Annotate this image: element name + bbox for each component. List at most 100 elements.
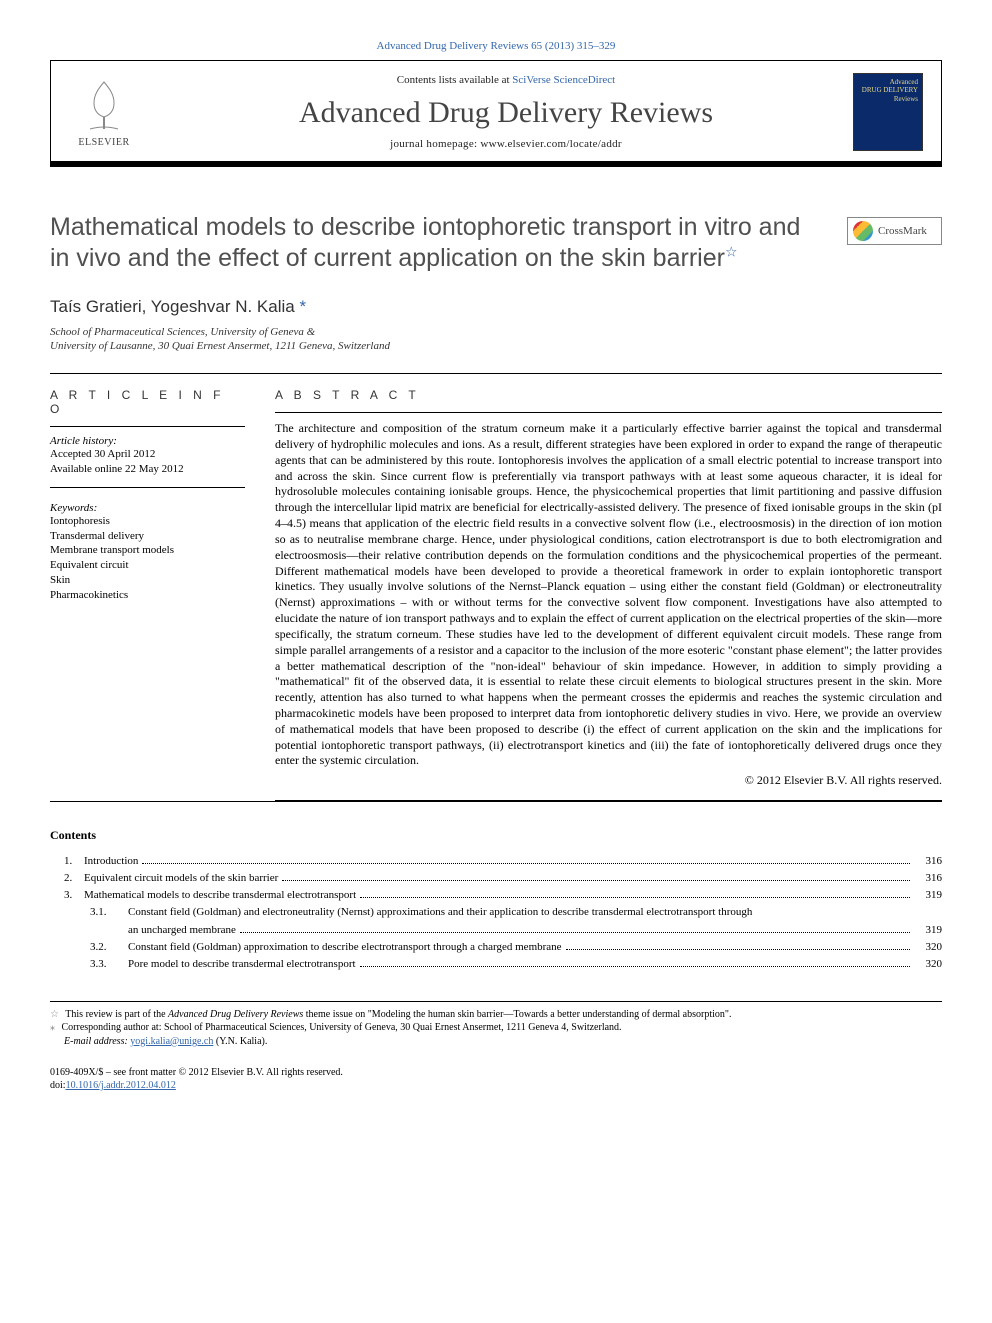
- toc-title: Constant field (Goldman) approximation t…: [128, 939, 562, 956]
- abstract-head: A B S T R A C T: [275, 388, 942, 402]
- fn-text-prefix: This review is part of the: [65, 1009, 168, 1020]
- keyword: Pharmacokinetics: [50, 588, 245, 603]
- info-divider-2: [50, 487, 245, 488]
- keyword: Equivalent circuit: [50, 558, 245, 573]
- fn-text-suffix: theme issue on "Modeling the human skin …: [303, 1009, 731, 1020]
- article-info-column: A R T I C L E I N F O Article history: A…: [50, 374, 275, 801]
- toc-subitem[interactable]: 3.1. Constant field (Goldman) and electr…: [50, 904, 942, 921]
- toc-title: Equivalent circuit models of the skin ba…: [84, 870, 278, 887]
- title-block: Mathematical models to describe iontopho…: [50, 212, 942, 275]
- title-line-2: in vivo and the effect of current applic…: [50, 244, 725, 272]
- journal-homepage: journal homepage: www.elsevier.com/locat…: [159, 138, 853, 150]
- toc-subnumber: 3.3.: [86, 956, 128, 973]
- elsevier-logo: ELSEVIER: [69, 73, 139, 151]
- author-names: Taís Gratieri, Yogeshvar N. Kalia: [50, 297, 299, 316]
- crossmark-badge[interactable]: CrossMark: [847, 217, 942, 245]
- toc-title: Introduction: [84, 853, 138, 870]
- page: Advanced Drug Delivery Reviews 65 (2013)…: [0, 0, 992, 1122]
- title-footnote-star-icon[interactable]: ☆: [725, 244, 738, 260]
- toc-title: Pore model to describe transdermal elect…: [128, 956, 356, 973]
- homepage-label: journal homepage:: [390, 138, 480, 150]
- history-label: Article history:: [50, 435, 245, 447]
- toc-item[interactable]: 2. Equivalent circuit models of the skin…: [50, 870, 942, 887]
- doi-line: doi:10.1016/j.addr.2012.04.012: [50, 1079, 942, 1092]
- abstract-copyright: © 2012 Elsevier B.V. All rights reserved…: [275, 773, 942, 788]
- toc-leader-dots: [360, 966, 910, 967]
- toc-page: 319: [914, 922, 942, 939]
- toc-item[interactable]: 3. Mathematical models to describe trans…: [50, 887, 942, 904]
- sciverse-link[interactable]: SciVerse ScienceDirect: [512, 74, 615, 86]
- footnote-corresponding: ⁎ Corresponding author at: School of Pha…: [50, 1021, 942, 1035]
- article-title: Mathematical models to describe iontopho…: [50, 212, 827, 275]
- toc-leader-dots: [240, 932, 910, 933]
- corresponding-asterisk[interactable]: *: [299, 297, 306, 316]
- accepted-date: Accepted 30 April 2012: [50, 447, 245, 462]
- toc-page: 316: [914, 870, 942, 887]
- keyword: Membrane transport models: [50, 543, 245, 558]
- toc-number: 3.: [50, 887, 84, 904]
- fn-text-italic: Advanced Drug Delivery Reviews: [168, 1009, 303, 1020]
- title-line-1: Mathematical models to describe iontopho…: [50, 213, 800, 241]
- toc-page: 320: [914, 956, 942, 973]
- footnote-asterisk-icon: ⁎: [50, 1022, 55, 1033]
- toc-subitem[interactable]: 3.2. Constant field (Goldman) approximat…: [50, 939, 942, 956]
- abstract-column: A B S T R A C T The architecture and com…: [275, 374, 942, 801]
- toc-subitem-cont: an uncharged membrane 319: [50, 922, 942, 939]
- toc-page: 316: [914, 853, 942, 870]
- toc-leader-dots: [282, 880, 910, 881]
- header-center: Contents lists available at SciVerse Sci…: [159, 74, 853, 150]
- bottom-block: 0169-409X/$ – see front matter © 2012 El…: [50, 1066, 942, 1092]
- issn-copyright: 0169-409X/$ – see front matter © 2012 El…: [50, 1066, 942, 1079]
- abstract-body: The architecture and composition of the …: [275, 421, 942, 769]
- toc-subnumber: 3.1.: [86, 904, 128, 921]
- authors: Taís Gratieri, Yogeshvar N. Kalia *: [50, 297, 942, 317]
- toc-page: 319: [914, 887, 942, 904]
- footnote-email: E-mail address: yogi.kalia@unige.ch (Y.N…: [50, 1035, 942, 1049]
- cover-text-3: Reviews: [858, 95, 918, 103]
- toc-title: Mathematical models to describe transder…: [84, 887, 356, 904]
- footnote-theme: ☆ This review is part of the Advanced Dr…: [50, 1008, 942, 1022]
- footnotes: ☆ This review is part of the Advanced Dr…: [50, 1001, 942, 1049]
- email-suffix: (Y.N. Kalia).: [216, 1036, 267, 1047]
- toc-leader-dots: [142, 863, 910, 864]
- contents-lists-line: Contents lists available at SciVerse Sci…: [159, 74, 853, 86]
- divider: [50, 801, 942, 802]
- cover-text-2: DRUG DELIVERY: [858, 86, 918, 94]
- crossmark-icon: [853, 221, 873, 241]
- keywords-label: Keywords:: [50, 502, 245, 514]
- doi-link[interactable]: 10.1016/j.addr.2012.04.012: [66, 1080, 176, 1091]
- affiliation: School of Pharmaceutical Sciences, Unive…: [50, 325, 942, 354]
- homepage-url[interactable]: www.elsevier.com/locate/addr: [480, 138, 621, 150]
- online-date: Available online 22 May 2012: [50, 462, 245, 477]
- footnote-star-icon: ☆: [50, 1009, 59, 1020]
- crossmark-label: CrossMark: [878, 225, 927, 237]
- info-divider-1: [50, 426, 245, 427]
- contents-prefix: Contents lists available at: [397, 74, 512, 86]
- table-of-contents: 1. Introduction 316 2. Equivalent circui…: [50, 853, 942, 972]
- journal-header: ELSEVIER Contents lists available at Sci…: [50, 60, 942, 162]
- article-info-head: A R T I C L E I N F O: [50, 388, 245, 416]
- elsevier-tree-icon: [80, 77, 128, 135]
- toc-subitem[interactable]: 3.3. Pore model to describe transdermal …: [50, 956, 942, 973]
- affiliation-line-2: University of Lausanne, 30 Quai Ernest A…: [50, 340, 390, 352]
- header-black-bar: [50, 162, 942, 167]
- cover-text-1: Advanced: [858, 78, 918, 86]
- toc-leader-dots: [566, 949, 910, 950]
- corresponding-text: Corresponding author at: School of Pharm…: [62, 1022, 622, 1033]
- contents-heading: Contents: [50, 828, 942, 843]
- toc-subnumber: 3.2.: [86, 939, 128, 956]
- toc-item[interactable]: 1. Introduction 316: [50, 853, 942, 870]
- abstract-bottom-divider: [275, 800, 942, 801]
- toc-number: 1.: [50, 853, 84, 870]
- toc-number: 2.: [50, 870, 84, 887]
- journal-cover-thumb: Advanced DRUG DELIVERY Reviews: [853, 73, 923, 151]
- toc-title-cont: an uncharged membrane: [128, 922, 236, 939]
- journal-citation-link[interactable]: Advanced Drug Delivery Reviews 65 (2013)…: [50, 40, 942, 52]
- keyword: Skin: [50, 573, 245, 588]
- info-abstract-row: A R T I C L E I N F O Article history: A…: [50, 374, 942, 801]
- toc-leader-dots: [360, 897, 910, 898]
- keyword: Iontophoresis: [50, 514, 245, 529]
- toc-page: 320: [914, 939, 942, 956]
- toc-title: Constant field (Goldman) and electroneut…: [128, 904, 752, 921]
- email-link[interactable]: yogi.kalia@unige.ch: [130, 1036, 213, 1047]
